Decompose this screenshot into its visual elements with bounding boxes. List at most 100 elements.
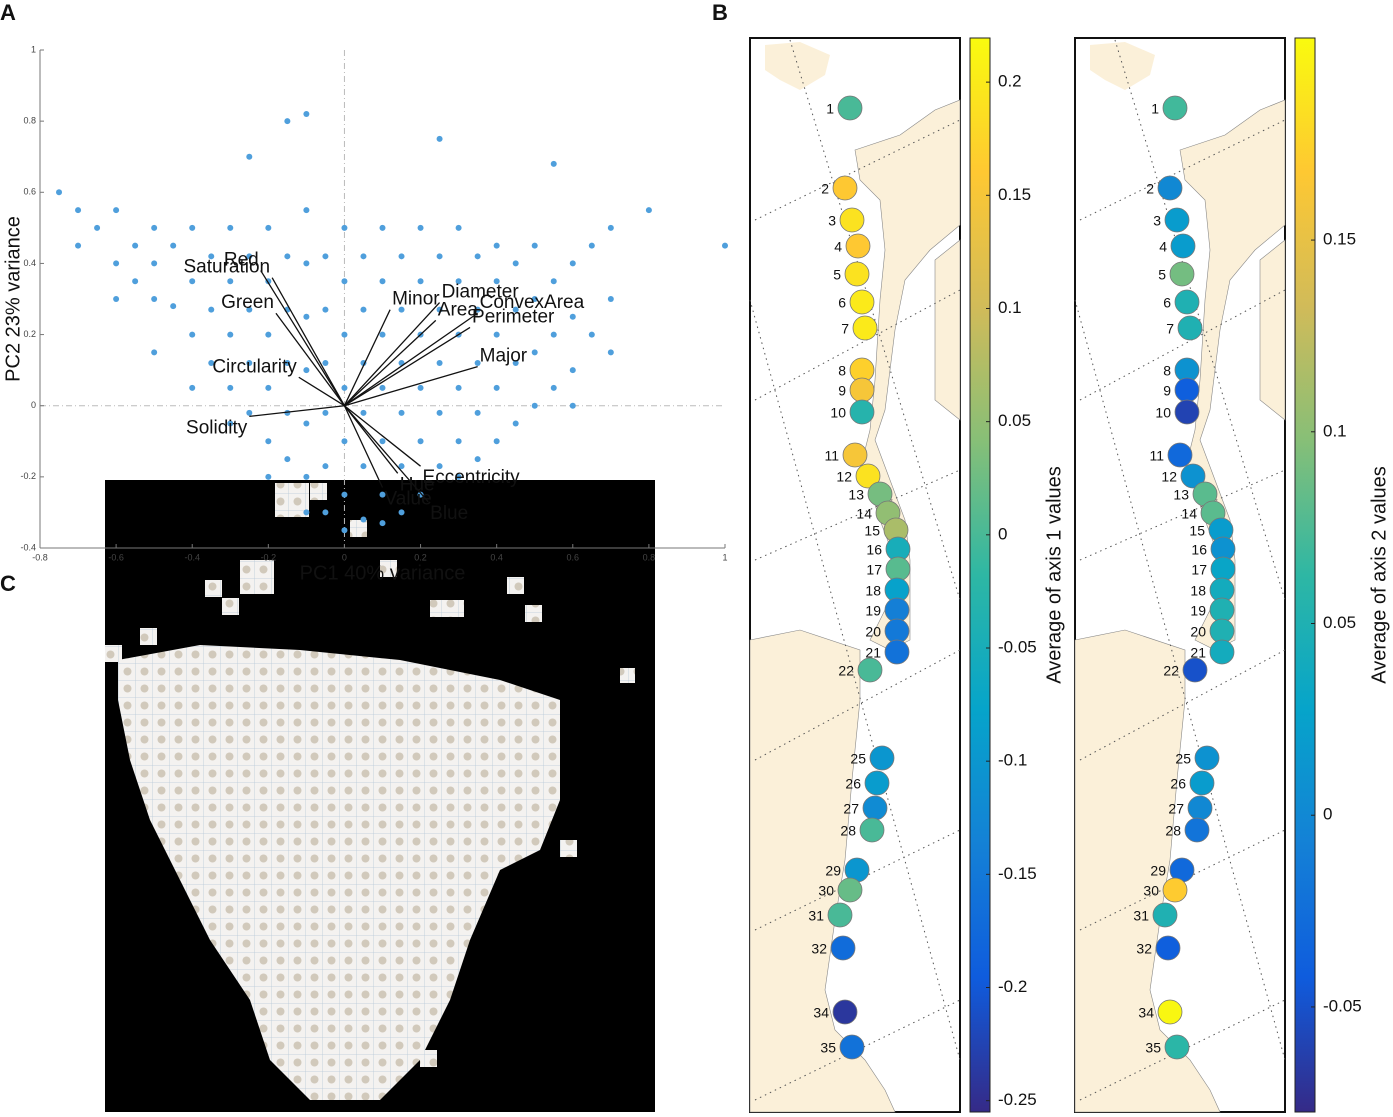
station-label: 10 [830,405,846,421]
station-label: 34 [1138,1005,1154,1021]
y-tick-label: 0.2 [23,329,36,339]
station-label: 6 [1163,295,1171,311]
station-label: 10 [1155,405,1171,421]
station-label: 17 [866,562,882,578]
station-label: 28 [1165,823,1181,839]
station [869,745,895,771]
station-label: 12 [836,469,852,485]
station-label: 15 [1189,523,1205,539]
station [832,999,858,1025]
station-label: 31 [1133,908,1149,924]
station-label: 17 [1191,562,1207,578]
station-label: 32 [811,941,827,957]
colorbar-label: Average of axis 1 values [1043,466,1065,684]
point [379,278,386,285]
station-label: 34 [813,1005,829,1021]
loading-vector [343,405,429,503]
station-label: 27 [843,801,859,817]
point [208,360,215,367]
point [474,360,481,367]
loading-vector [344,405,421,467]
point [436,463,443,470]
station-label: 26 [1170,776,1186,792]
point [322,409,329,416]
station [1157,999,1183,1025]
point [341,224,348,231]
station-label: 5 [1158,267,1166,283]
station-label: 25 [1175,751,1191,767]
station [1209,618,1235,644]
point [341,438,348,445]
station-label: 16 [866,542,882,558]
point [341,527,348,534]
loading-label: Value [385,489,432,510]
station [1189,770,1215,796]
loading-label: Green [221,292,274,313]
point [512,420,519,427]
station-label: 27 [1168,801,1184,817]
station-label: 30 [1143,883,1159,899]
point [398,409,405,416]
station-label: 30 [818,883,834,899]
point [417,384,424,391]
station-label: 29 [1150,863,1166,879]
point [569,367,576,374]
station-label: 4 [834,239,842,255]
point [531,242,538,249]
station [1182,657,1208,683]
loading-label: Area [438,299,479,320]
loading-vector [343,309,391,406]
station [857,657,883,683]
colorbar-tick-label: 0.2 [998,72,1022,91]
x-tick-label: -0.8 [32,552,48,562]
point [113,296,120,302]
station [884,639,910,665]
point [455,384,462,391]
point [379,224,386,231]
point [284,253,291,260]
station [827,902,853,928]
station [862,795,888,821]
colorbar-tick-label: 0.15 [998,185,1031,204]
point [246,253,253,260]
point [341,384,348,391]
point [75,207,82,214]
point [493,278,500,285]
point [379,520,386,527]
point [436,306,443,313]
point [474,409,481,416]
y-tick-label: -0.4 [20,542,36,552]
point [170,303,177,310]
station-label: 13 [1173,487,1189,503]
point [265,438,272,445]
station [837,877,863,903]
point [227,384,234,391]
point [569,313,576,320]
x-tick-label: -0.6 [108,552,124,562]
point [284,118,291,125]
station [830,935,856,961]
station-label: 8 [1163,363,1171,379]
point [284,456,291,463]
point [303,207,310,214]
station [837,95,863,121]
point [151,260,158,267]
station-label: 2 [821,181,829,197]
point [474,456,481,463]
loading-vector [343,405,384,488]
point [227,224,234,231]
loading-vector [275,312,345,407]
station-label: 35 [1145,1040,1161,1056]
station-label: 31 [808,908,824,924]
x-tick-label: 0.8 [643,552,656,562]
x-tick-label: -0.2 [261,552,277,562]
point [227,278,234,285]
loading-vector [260,270,345,407]
station [849,377,875,403]
x-tick-label: 0.2 [414,552,427,562]
point [436,409,443,416]
point [189,331,196,338]
station [849,399,875,425]
loading-vector [298,376,345,407]
point [360,409,367,416]
